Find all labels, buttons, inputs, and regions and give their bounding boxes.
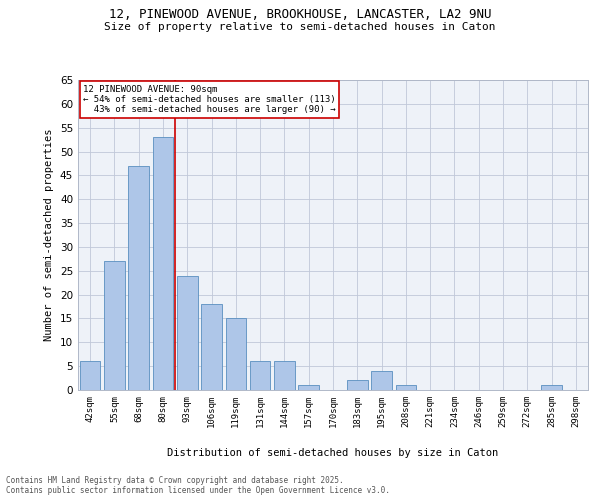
Bar — [152, 137, 173, 390]
Bar — [395, 385, 416, 390]
Text: 12, PINEWOOD AVENUE, BROOKHOUSE, LANCASTER, LA2 9NU: 12, PINEWOOD AVENUE, BROOKHOUSE, LANCAST… — [109, 8, 491, 20]
Text: Contains HM Land Registry data © Crown copyright and database right 2025.
Contai: Contains HM Land Registry data © Crown c… — [6, 476, 390, 495]
Bar — [298, 385, 319, 390]
Text: Size of property relative to semi-detached houses in Caton: Size of property relative to semi-detach… — [104, 22, 496, 32]
Bar — [347, 380, 368, 390]
Bar — [250, 362, 271, 390]
Text: Distribution of semi-detached houses by size in Caton: Distribution of semi-detached houses by … — [167, 448, 499, 458]
Bar — [177, 276, 197, 390]
Y-axis label: Number of semi-detached properties: Number of semi-detached properties — [44, 128, 55, 341]
Text: 12 PINEWOOD AVENUE: 90sqm
← 54% of semi-detached houses are smaller (113)
  43% : 12 PINEWOOD AVENUE: 90sqm ← 54% of semi-… — [83, 84, 336, 114]
Bar — [128, 166, 149, 390]
Bar — [541, 385, 562, 390]
Bar — [201, 304, 222, 390]
Bar — [226, 318, 246, 390]
Bar — [371, 371, 392, 390]
Bar — [104, 261, 125, 390]
Bar — [80, 362, 100, 390]
Bar — [274, 362, 295, 390]
